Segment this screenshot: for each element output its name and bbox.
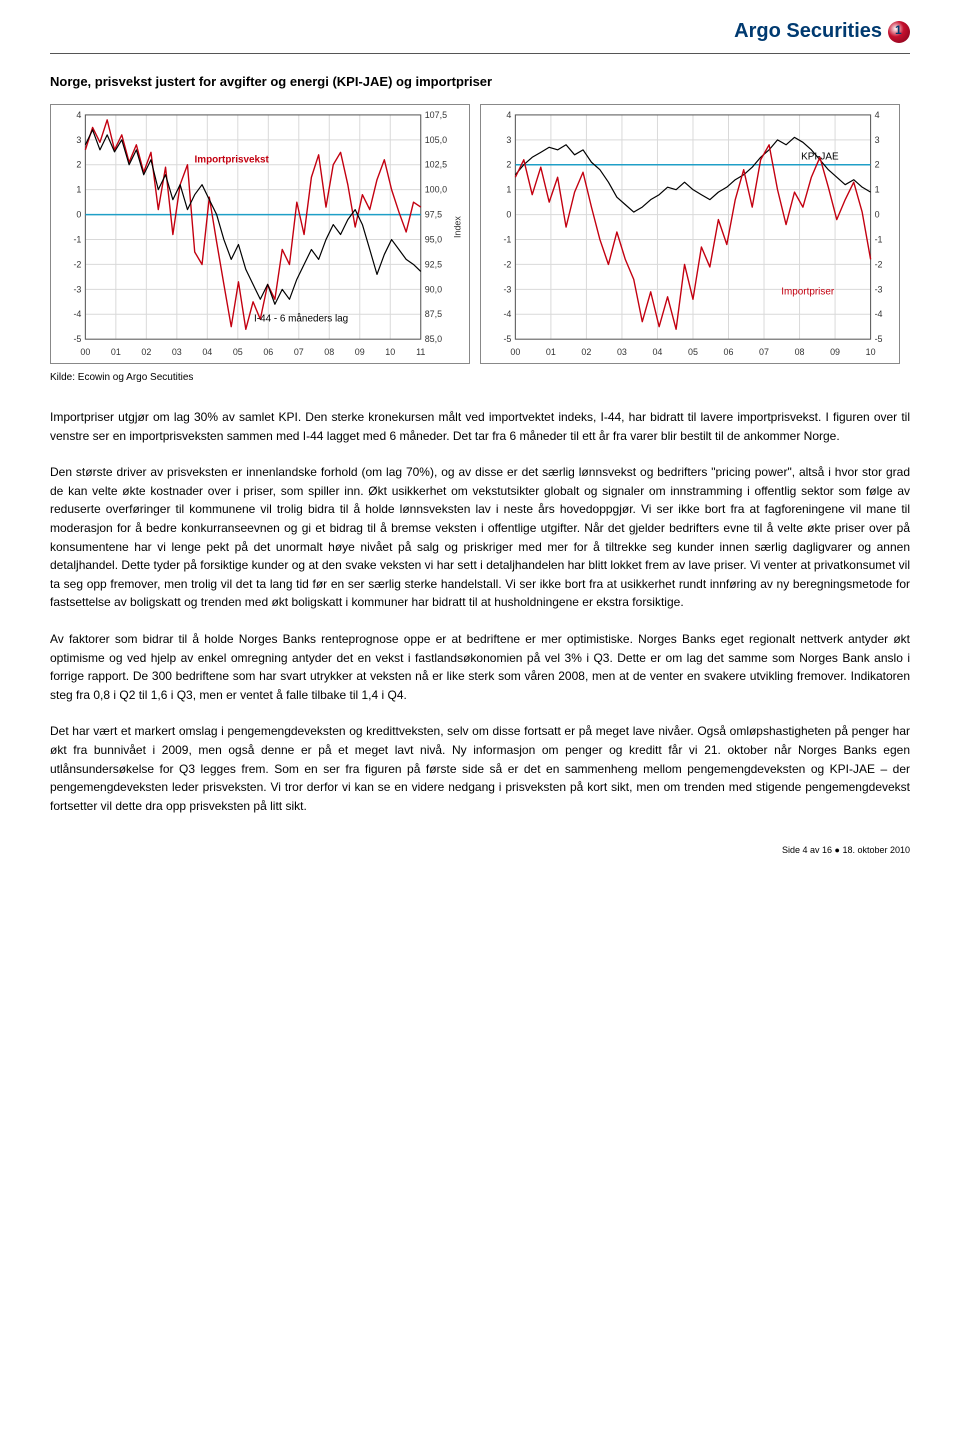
svg-text:3: 3 (875, 135, 880, 145)
svg-text:107,5: 107,5 (425, 110, 447, 120)
svg-text:08: 08 (324, 347, 334, 357)
svg-text:-1: -1 (503, 234, 511, 244)
svg-text:4: 4 (506, 110, 511, 120)
charts-row: -5-4-3-2-101234107,5105,0102,5100,097,59… (50, 104, 910, 364)
svg-text:02: 02 (141, 347, 151, 357)
svg-text:05: 05 (233, 347, 243, 357)
svg-text:97,5: 97,5 (425, 210, 442, 220)
svg-text:4: 4 (875, 110, 880, 120)
paragraph: Importpriser utgjør om lag 30% av samlet… (50, 408, 910, 445)
svg-text:-4: -4 (503, 309, 511, 319)
svg-text:0: 0 (875, 210, 880, 220)
svg-text:85,0: 85,0 (425, 334, 442, 344)
svg-text:04: 04 (202, 347, 212, 357)
svg-text:2: 2 (76, 160, 81, 170)
svg-text:2: 2 (875, 160, 880, 170)
svg-text:-5: -5 (73, 334, 81, 344)
svg-text:00: 00 (80, 347, 90, 357)
svg-text:02: 02 (581, 347, 591, 357)
svg-text:-4: -4 (875, 309, 883, 319)
svg-text:1: 1 (76, 185, 81, 195)
svg-text:105,0: 105,0 (425, 135, 447, 145)
svg-text:09: 09 (830, 347, 840, 357)
svg-text:06: 06 (724, 347, 734, 357)
svg-text:1: 1 (875, 185, 880, 195)
svg-text:09: 09 (355, 347, 365, 357)
chart-right: -5-5-4-4-3-3-2-2-1-100112233440001020304… (480, 104, 900, 364)
header-logo: Argo Securities (50, 20, 910, 43)
brand-ball-icon (888, 21, 910, 43)
header-divider (50, 53, 910, 54)
page-title: Norge, prisvekst justert for avgifter og… (50, 74, 910, 89)
svg-text:-1: -1 (875, 234, 883, 244)
svg-text:KPI-JAE: KPI-JAE (801, 152, 839, 163)
svg-text:95,0: 95,0 (425, 234, 442, 244)
svg-text:01: 01 (111, 347, 121, 357)
svg-text:100,0: 100,0 (425, 185, 447, 195)
svg-text:I-44 - 6 måneders lag: I-44 - 6 måneders lag (254, 313, 348, 324)
svg-text:07: 07 (294, 347, 304, 357)
svg-text:102,5: 102,5 (425, 160, 447, 170)
svg-text:00: 00 (510, 347, 520, 357)
svg-text:0: 0 (76, 210, 81, 220)
svg-text:03: 03 (617, 347, 627, 357)
svg-text:03: 03 (172, 347, 182, 357)
svg-text:08: 08 (795, 347, 805, 357)
chart-left: -5-4-3-2-101234107,5105,0102,5100,097,59… (50, 104, 470, 364)
svg-text:-5: -5 (875, 334, 883, 344)
svg-text:-2: -2 (875, 259, 883, 269)
svg-text:3: 3 (506, 135, 511, 145)
brand-logo: Argo Securities (734, 20, 910, 43)
paragraph: Av faktorer som bidrar til å holde Norge… (50, 630, 910, 704)
svg-text:-3: -3 (503, 284, 511, 294)
svg-text:2: 2 (506, 160, 511, 170)
svg-text:-1: -1 (73, 234, 81, 244)
svg-text:07: 07 (759, 347, 769, 357)
svg-text:0: 0 (506, 210, 511, 220)
page-footer: Side 4 av 16 ● 18. oktober 2010 (50, 845, 910, 855)
svg-text:04: 04 (652, 347, 662, 357)
svg-text:-5: -5 (503, 334, 511, 344)
svg-text:Index: Index (452, 216, 462, 238)
svg-text:-3: -3 (875, 284, 883, 294)
svg-text:1: 1 (506, 185, 511, 195)
svg-text:06: 06 (263, 347, 273, 357)
svg-text:Importpriser: Importpriser (781, 287, 835, 298)
body-text: Importpriser utgjør om lag 30% av samlet… (50, 408, 910, 815)
svg-text:05: 05 (688, 347, 698, 357)
svg-text:-4: -4 (73, 309, 81, 319)
svg-text:01: 01 (546, 347, 556, 357)
svg-text:87,5: 87,5 (425, 309, 442, 319)
svg-text:-2: -2 (503, 259, 511, 269)
charts-caption: Kilde: Ecowin og Argo Secutities (50, 372, 910, 383)
paragraph: Det har vært et markert omslag i pengeme… (50, 722, 910, 815)
svg-text:11: 11 (416, 347, 425, 357)
svg-text:3: 3 (76, 135, 81, 145)
svg-text:10: 10 (385, 347, 395, 357)
svg-text:4: 4 (76, 110, 81, 120)
brand-name: Argo Securities (734, 20, 882, 43)
svg-text:-3: -3 (73, 284, 81, 294)
svg-text:Importprisvekst: Importprisvekst (195, 155, 270, 166)
svg-text:90,0: 90,0 (425, 284, 442, 294)
svg-text:10: 10 (866, 347, 876, 357)
svg-text:92,5: 92,5 (425, 259, 442, 269)
svg-text:-2: -2 (73, 259, 81, 269)
paragraph: Den største driver av prisveksten er inn… (50, 463, 910, 612)
